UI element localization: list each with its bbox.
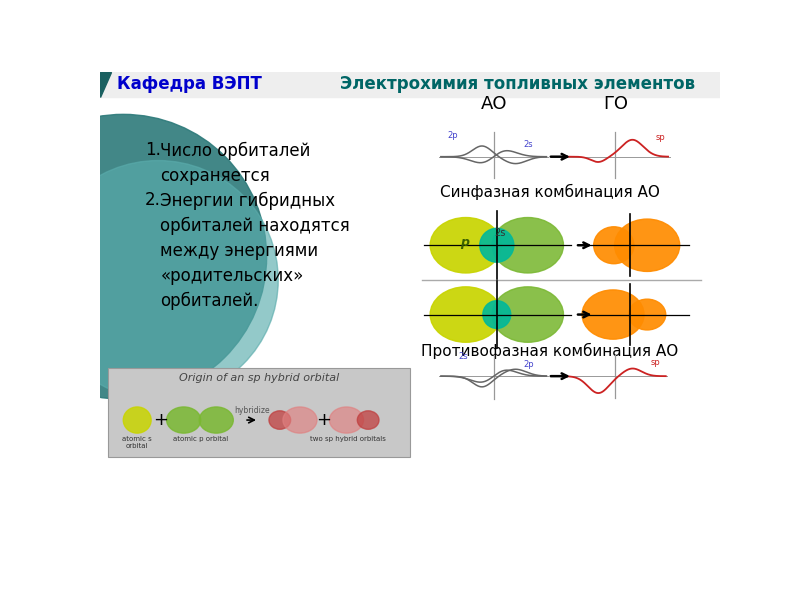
Ellipse shape	[629, 299, 666, 330]
Ellipse shape	[269, 411, 290, 429]
Bar	[108, 368, 410, 457]
Text: hybridize: hybridize	[234, 406, 270, 415]
Text: Электрохимия топливных элементов: Электрохимия топливных элементов	[340, 76, 695, 94]
Text: Число орбиталей
сохраняется: Число орбиталей сохраняется	[161, 141, 311, 185]
Text: Противофазная комбинация АО: Противофазная комбинация АО	[421, 343, 678, 359]
Text: sp: sp	[656, 133, 666, 142]
Text: atomic p orbital: atomic p orbital	[173, 436, 228, 442]
Text: Кафедра ВЭПТ: Кафедра ВЭПТ	[117, 76, 262, 94]
Ellipse shape	[483, 301, 510, 328]
Polygon shape	[100, 72, 111, 97]
Text: 2.: 2.	[145, 191, 161, 209]
Text: ГО: ГО	[603, 95, 628, 113]
Text: 2s: 2s	[523, 140, 533, 149]
Text: p: p	[460, 236, 469, 248]
Text: Origin of an sp hybrid orbital: Origin of an sp hybrid orbital	[178, 373, 339, 383]
Ellipse shape	[480, 229, 514, 262]
Text: 2s: 2s	[494, 228, 506, 238]
Ellipse shape	[614, 219, 680, 271]
Ellipse shape	[199, 407, 234, 433]
Text: +: +	[153, 411, 168, 429]
Circle shape	[0, 115, 266, 399]
Text: Энергии гибридных
орбиталей находятся
между энергиями
«родительских»
орбиталей.: Энергии гибридных орбиталей находятся ме…	[161, 191, 350, 310]
Circle shape	[38, 161, 278, 399]
Text: two sp hybrid orbitals: two sp hybrid orbitals	[310, 436, 386, 442]
Ellipse shape	[594, 227, 634, 264]
Ellipse shape	[123, 407, 151, 433]
Text: atomic s
orbital: atomic s orbital	[122, 436, 152, 449]
Ellipse shape	[283, 407, 317, 433]
Ellipse shape	[430, 218, 502, 273]
Text: 1.: 1.	[145, 141, 161, 159]
Text: АО: АО	[481, 95, 507, 113]
Text: 2p: 2p	[447, 131, 458, 140]
Ellipse shape	[166, 407, 201, 433]
Text: 2p: 2p	[523, 360, 534, 369]
Text: Синфазная комбинация АО: Синфазная комбинация АО	[439, 184, 659, 200]
Ellipse shape	[492, 218, 563, 273]
Ellipse shape	[358, 411, 379, 429]
Ellipse shape	[330, 407, 363, 433]
Bar	[100, 72, 720, 97]
Text: sp: sp	[650, 358, 660, 367]
Ellipse shape	[582, 290, 644, 339]
Text: 2s: 2s	[459, 352, 469, 361]
Ellipse shape	[492, 287, 563, 342]
Text: +: +	[316, 411, 330, 429]
Ellipse shape	[430, 287, 502, 342]
